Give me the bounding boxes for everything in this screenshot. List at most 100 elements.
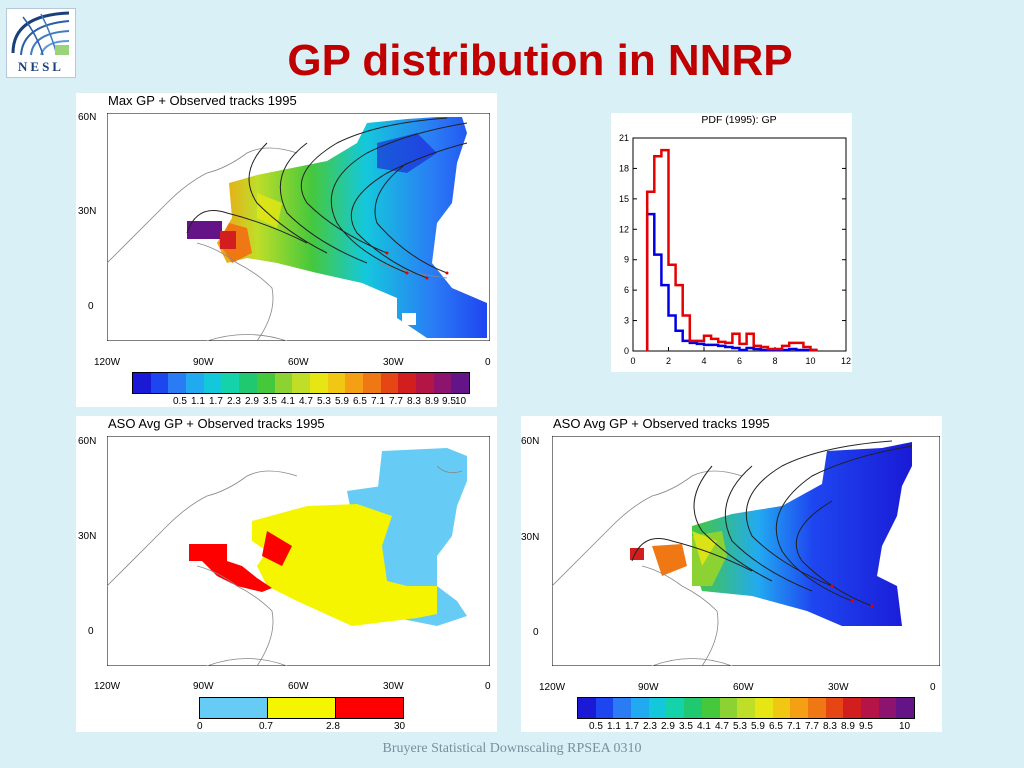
y-tick-label: 21 bbox=[619, 133, 629, 143]
category-light-blue bbox=[377, 448, 467, 626]
lat-label: 0 bbox=[533, 627, 539, 638]
colorbar-swatch bbox=[843, 698, 861, 718]
pdf-chart: PDF (1995): GP 0 2 4 6 8 10 12 0 3 6 9 12 15 18 21 bbox=[619, 114, 851, 366]
colorbar-tick: 1.7 bbox=[625, 721, 639, 732]
colorbar-tick: 30 bbox=[394, 721, 406, 732]
colorbar-swatch bbox=[878, 698, 897, 718]
colorbar-tick: 1.1 bbox=[191, 396, 205, 407]
colorbar-tick: 5.3 bbox=[317, 396, 331, 407]
colorbar-swatch bbox=[578, 698, 596, 718]
map-plot bbox=[107, 436, 490, 666]
colorbar-tick: 0.5 bbox=[173, 396, 187, 407]
colorbar-tick: 1.1 bbox=[607, 721, 621, 732]
colorbar-swatch bbox=[398, 373, 416, 393]
colorbar-tick: 7.7 bbox=[389, 396, 403, 407]
plot-frame bbox=[632, 137, 847, 352]
colorbar-tick: 5.3 bbox=[733, 721, 747, 732]
colorbar-swatch bbox=[896, 698, 915, 718]
category-red bbox=[189, 544, 272, 592]
lon-label: 0 bbox=[485, 357, 491, 368]
y-tick-label: 3 bbox=[624, 316, 629, 326]
colorbar-tick: 10 bbox=[455, 396, 467, 407]
lon-label: 120W bbox=[94, 357, 121, 368]
colorbar-swatch bbox=[309, 373, 328, 393]
colorbar bbox=[577, 697, 915, 719]
lon-label: 90W bbox=[193, 681, 214, 692]
lat-label: 60N bbox=[521, 436, 540, 447]
lon-label: 30W bbox=[383, 357, 404, 368]
x-tick-label: 2 bbox=[666, 356, 671, 366]
colorbar-swatch bbox=[451, 373, 470, 393]
colorbar-swatch bbox=[737, 698, 755, 718]
map-panel-aso-avg-gp: ASO Avg GP + Observed tracks 1995 60N 30… bbox=[521, 416, 942, 732]
lon-label: 0 bbox=[485, 681, 491, 692]
colorbar-tick: 4.7 bbox=[299, 396, 313, 407]
lon-label: 60W bbox=[288, 357, 309, 368]
nesl-logo: NESL bbox=[6, 8, 76, 78]
colorbar-tick: 5.9 bbox=[751, 721, 765, 732]
colorbar-tick: 7.1 bbox=[787, 721, 801, 732]
lat-label: 60N bbox=[78, 112, 97, 123]
colorbar-swatch bbox=[168, 373, 187, 393]
colorbar-swatch bbox=[825, 698, 844, 718]
colorbar-swatch bbox=[186, 373, 204, 393]
colorbar-swatch bbox=[203, 373, 222, 393]
colorbar-swatch bbox=[790, 698, 808, 718]
colorbar-swatch bbox=[807, 698, 826, 718]
colorbar-tick: 4.1 bbox=[697, 721, 711, 732]
colorbar-swatch bbox=[648, 698, 667, 718]
colorbar-tick: 3.5 bbox=[263, 396, 277, 407]
colorbar-tick: 2.3 bbox=[227, 396, 241, 407]
colorbar-swatch bbox=[772, 698, 791, 718]
gp-field bbox=[692, 442, 912, 626]
y-tick-label: 9 bbox=[624, 255, 629, 265]
colorbar-tick: 9.5 bbox=[859, 721, 873, 732]
y-tick-label: 12 bbox=[619, 224, 629, 234]
category-yellow bbox=[252, 504, 437, 626]
lon-label: 60W bbox=[733, 682, 754, 693]
map-title: ASO Avg GP + Observed tracks 1995 bbox=[108, 416, 325, 431]
lon-label: 0 bbox=[930, 682, 936, 693]
lat-label: 30N bbox=[521, 532, 540, 543]
colorbar bbox=[199, 697, 404, 719]
lat-label: 60N bbox=[78, 436, 97, 447]
map-panel-max-gp: Max GP + Observed tracks 1995 60N 30N 0 … bbox=[76, 93, 497, 407]
colorbar-tick: 1.7 bbox=[209, 396, 223, 407]
x-tick-label: 8 bbox=[772, 356, 777, 366]
colorbar-tick: 8.3 bbox=[407, 396, 421, 407]
y-tick-label: 18 bbox=[619, 163, 629, 173]
x-tick-label: 0 bbox=[630, 356, 635, 366]
colorbar-swatch bbox=[631, 698, 649, 718]
colorbar-swatch-red bbox=[336, 698, 403, 718]
colorbar-tick: 2.3 bbox=[643, 721, 657, 732]
colorbar-tick: 7.7 bbox=[805, 721, 819, 732]
x-tick-label: 4 bbox=[701, 356, 706, 366]
y-tick-label: 6 bbox=[624, 285, 629, 295]
colorbar-swatch bbox=[666, 698, 685, 718]
colorbar-swatch bbox=[433, 373, 452, 393]
slide-title: GP distribution in NNRP bbox=[287, 36, 793, 85]
lat-label: 30N bbox=[78, 206, 97, 217]
chart-title: PDF (1995): GP bbox=[701, 114, 776, 126]
lon-label: 90W bbox=[193, 357, 214, 368]
colorbar-swatch bbox=[684, 698, 702, 718]
lon-label: 120W bbox=[539, 682, 566, 693]
colorbar-tick: 8.3 bbox=[823, 721, 837, 732]
colorbar bbox=[132, 372, 470, 394]
colorbar-swatch bbox=[595, 698, 614, 718]
map-title: ASO Avg GP + Observed tracks 1995 bbox=[553, 416, 770, 431]
lat-label: 0 bbox=[88, 301, 94, 312]
y-tick-label: 15 bbox=[619, 194, 629, 204]
colorbar-swatch bbox=[327, 373, 346, 393]
colorbar-tick: 0.7 bbox=[259, 721, 273, 732]
colorbar-swatch bbox=[221, 373, 240, 393]
x-tick-label: 10 bbox=[805, 356, 815, 366]
colorbar-swatch bbox=[380, 373, 399, 393]
pdf-series-1 bbox=[645, 148, 818, 352]
colorbar-tick: 6.5 bbox=[353, 396, 367, 407]
lon-label: 120W bbox=[94, 681, 121, 692]
colorbar-swatch bbox=[861, 698, 879, 718]
map-panel-aso-avg-categories: ASO Avg GP + Observed tracks 1995 60N 30… bbox=[76, 416, 497, 732]
lon-label: 60W bbox=[288, 681, 309, 692]
map-plot bbox=[552, 436, 940, 666]
